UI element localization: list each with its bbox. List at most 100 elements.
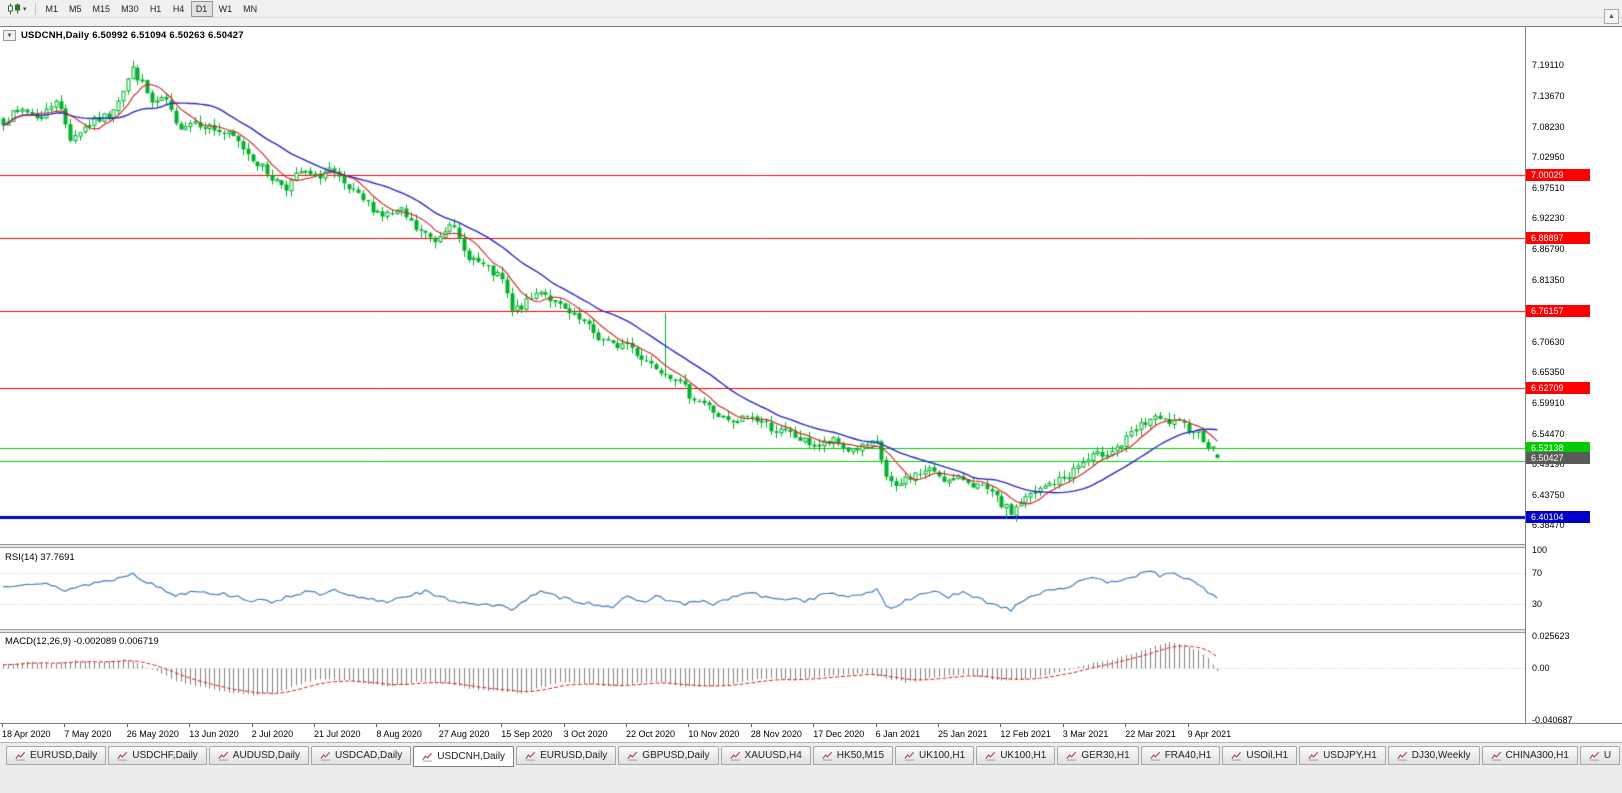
timeframe-button-m30[interactable]: M30 [121,3,139,14]
chart-icon [1397,751,1407,761]
timeframe-button-m1[interactable]: M1 [45,3,59,14]
time-axis-label: 9 Apr 2021 [1187,724,1232,739]
time-axis-label: 28 Nov 2020 [750,724,802,739]
scroll-up-button[interactable]: ▲ [1604,9,1619,24]
chart-tab[interactable]: USDJPY,H1 [1299,746,1386,765]
chart-icon [904,751,915,761]
chart-collapse-button[interactable]: ▼ [3,30,16,41]
chart-tab[interactable]: EURUSD,Daily [6,746,107,765]
timeframe-button-h1[interactable]: H1 [149,3,162,14]
chart-tab-label: USDJPY,H1 [1323,750,1377,761]
pane-separator[interactable] [0,629,1622,633]
chart-icon [730,751,740,761]
chart-tab-label: XAUUSD,H4 [744,750,802,761]
price-axis-label: 6.70630 [1532,336,1565,347]
rsi-axis-label: 100 [1532,545,1548,555]
price-axis-label: 6.43750 [1532,489,1565,500]
time-axis-label: 3 Mar 2021 [1062,724,1109,739]
macd-axis-label: -0.040687 [1532,714,1573,725]
time-axis-label: 15 Sep 2020 [501,724,553,739]
timeframe-button-w1[interactable]: W1 [218,3,233,14]
chart-tab-label: FRA40,H1 [1164,750,1212,761]
price-axis[interactable]: 7.19110 7.13670 7.08230 7.02950 6.97510 6.922… [1525,27,1622,725]
time-axis-label: 8 Aug 2020 [376,724,422,739]
chart-tab[interactable]: GBPUSD,Daily [618,746,719,765]
chart-tab[interactable]: USOil,H1 [1222,746,1298,765]
timeframe-buttons: M1 M5 M15 M30 H1 H4 D1 W1 MN [41,0,263,17]
chart-tab-label: DJ30,Weekly [1411,750,1471,761]
price-axis-label: 7.02950 [1532,152,1565,163]
chart-icon [1589,751,1599,761]
time-axis[interactable]: 18 Apr 2020 7 May 2020 26 May 2020 13 Jun 2… [0,723,1622,743]
timeframe-button-h4[interactable]: H4 [172,3,185,14]
chart-tab-label: GER30,H1 [1081,750,1130,761]
time-axis-label: 10 Nov 2020 [688,724,740,739]
chart-icon [525,751,536,761]
chart-type-button[interactable]: ▾ [4,2,30,16]
time-axis-label: 21 Jul 2020 [314,724,361,739]
chart-icon [1308,751,1319,761]
price-axis-label: 6.86790 [1532,244,1565,255]
rsi-axis-label: 70 [1532,568,1543,579]
chart-icon [117,751,128,761]
chart-tab[interactable]: GER30,H1 [1057,746,1139,765]
time-axis-label: 6 Jan 2021 [875,724,921,739]
chart-tab[interactable]: AUDUSD,Daily [208,746,310,765]
chart-title: USDCNH,Daily 6.50992 6.51094 6.50263 6.5… [21,30,244,41]
chart-tab-label: USDCNH,Daily [437,751,506,762]
time-axis-label: 25 Jan 2021 [938,724,988,739]
chart-tab-label: USOil,H1 [1246,750,1289,761]
chart-tab-label: HK50,M15 [836,750,885,761]
price-chart-canvas[interactable] [0,27,1525,723]
chart-tab-label: EURUSD,Daily [540,750,608,761]
chart-tab-label: USDCAD,Daily [335,750,403,761]
chart-tab-active[interactable]: USDCNH,Daily [413,746,515,767]
chart-tab[interactable]: UK100,H1 [976,746,1056,765]
chart-tab[interactable]: U [1579,746,1621,765]
timeframe-button-m15[interactable]: M15 [92,3,111,14]
time-axis-label: 27 Aug 2020 [438,724,490,739]
chart-tabs-bar: EURUSD,Daily USDCHF,Daily AUDUSD,Daily USDC… [0,742,1622,793]
dropdown-caret-icon: ▾ [23,5,27,13]
chart-tab[interactable]: USDCAD,Daily [311,746,412,765]
price-axis-label: 7.19110 [1532,60,1564,70]
timeframe-button-d1[interactable]: D1 [190,0,213,17]
chart-header: ▼ USDCNH,Daily 6.50992 6.51094 6.50263 6… [3,30,244,41]
time-axis-label: 2 Jul 2020 [251,724,294,739]
chart-tab-label: USDCHF,Daily [132,750,198,761]
chart-tab[interactable]: USDCHF,Daily [108,746,207,765]
time-axis-label: 7 May 2020 [64,724,112,739]
chart-icon [627,751,638,761]
chart-window: ▼ USDCNH,Daily 6.50992 6.51094 6.50263 6… [0,26,1622,743]
toolbar-separator [34,2,36,15]
price-axis-label: 6.97510 [1532,183,1565,194]
hline-price-label: 6.76157 [1526,305,1590,318]
time-axis-label: 13 Jun 2020 [189,724,239,739]
timeframe-button-m5[interactable]: M5 [69,3,82,14]
chart-tab-label: EURUSD,Daily [30,750,98,761]
chart-tab[interactable]: XAUUSD,H4 [720,746,811,765]
timeframe-button-mn[interactable]: MN [243,3,258,14]
chart-tab[interactable]: EURUSD,Daily [516,746,617,765]
chart-tab[interactable]: FRA40,H1 [1140,746,1221,765]
macd-indicator-label: MACD(12,26,9) -0.002089 0.006719 [5,636,159,647]
chart-icon [218,751,228,761]
chart-tab[interactable]: HK50,M15 [812,746,894,765]
chart-tab[interactable]: UK100,H1 [895,746,975,765]
time-axis-label: 26 May 2020 [126,724,179,739]
chart-tab-label: UK100,H1 [1000,750,1047,761]
chart-tab[interactable]: DJ30,Weekly [1387,746,1480,765]
price-axis-label: 7.13670 [1532,91,1565,102]
hline-price-label: 6.88897 [1526,232,1590,245]
chart-tab-label: UK100,H1 [919,750,966,761]
macd-axis-label: 0.00 [1532,663,1550,674]
pane-separator[interactable] [0,544,1622,548]
chart-tab[interactable]: CHINA300,H1 [1481,746,1578,765]
hline-price-label: 6.40104 [1526,510,1590,523]
price-axis-label: 6.81350 [1532,275,1565,286]
candlestick-chart-icon [8,3,20,14]
rsi-indicator-label: RSI(14) 37.7691 [5,552,75,563]
chart-icon [1490,751,1501,761]
chart-icon [1066,751,1077,761]
